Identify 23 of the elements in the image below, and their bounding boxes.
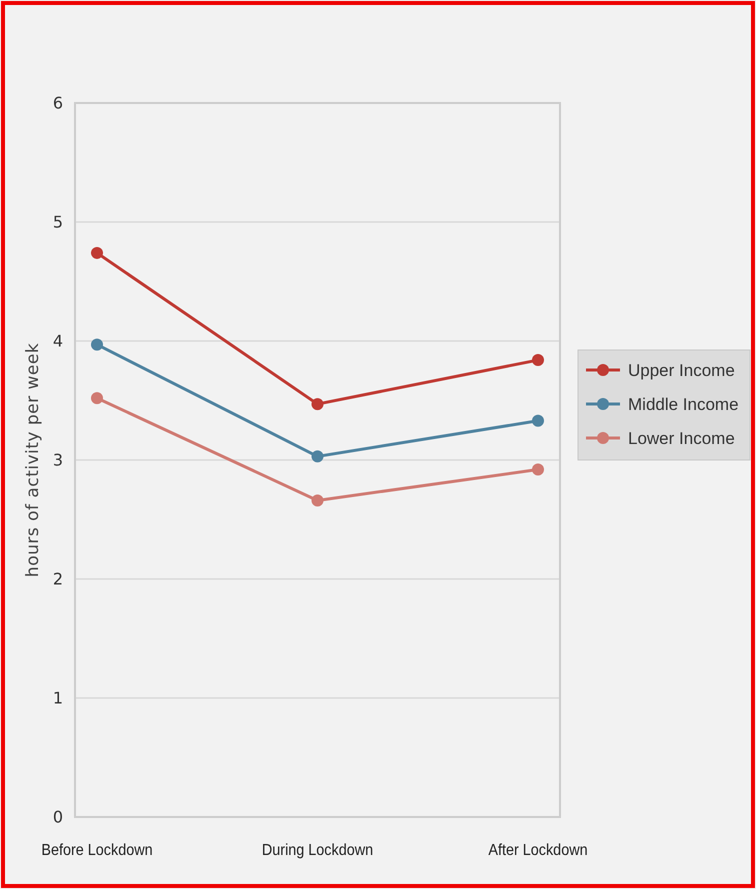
legend-label: Upper Income [628, 360, 735, 380]
y-tick-label: 3 [52, 450, 63, 470]
y-tick-label: 6 [52, 94, 63, 113]
legend-label: Lower Income [628, 428, 735, 448]
y-tick-label: 4 [52, 332, 63, 351]
x-tick-label: During Lockdown [262, 841, 374, 860]
point [312, 450, 324, 462]
point [532, 354, 544, 366]
point [532, 414, 544, 427]
point [91, 246, 103, 259]
x-tick-label: After Lockdown [488, 841, 588, 860]
point [91, 392, 103, 404]
y-tick-label: 1 [52, 688, 63, 708]
y-tick-label: 5 [52, 212, 63, 232]
point [312, 494, 324, 506]
point [312, 398, 324, 410]
point [91, 338, 103, 351]
x-tick-label: Before Lockdown [41, 841, 153, 860]
y-tick-label: 2 [52, 570, 63, 589]
point [532, 464, 544, 476]
legend-label: Middle Income [628, 394, 739, 414]
y-tick-label: 0 [52, 808, 63, 827]
y-axis-title: hours of activity per week [23, 342, 43, 578]
